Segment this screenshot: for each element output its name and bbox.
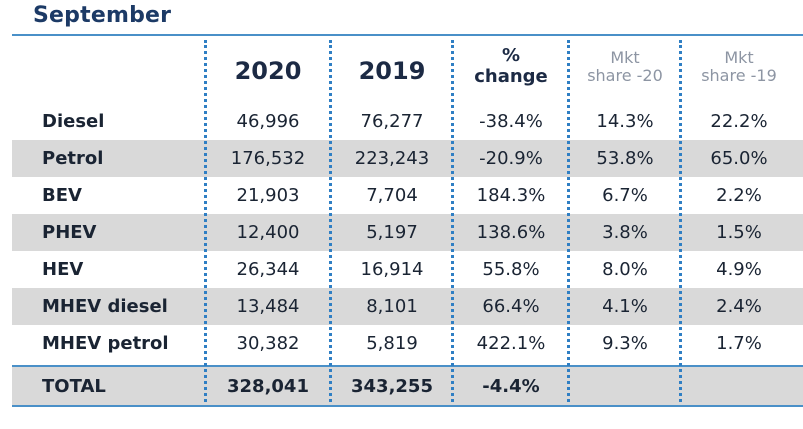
header-mkt-share-19-line1: Mkt xyxy=(724,47,754,67)
cell-mkt-share-20: 14.3% xyxy=(596,111,654,132)
table-title: September xyxy=(33,3,172,28)
header-percent-change-line2: change xyxy=(474,66,548,87)
table-row-mhev-petrol: MHEV petrol 30,382 5,819 422.1% 9.3% 1.7… xyxy=(12,325,803,362)
table-header: 2020 2019 % change Mkt share -20 Mkt sha… xyxy=(12,36,803,98)
cell-2020: 46,996 xyxy=(236,111,300,132)
column-divider xyxy=(567,40,570,402)
row-label: BEV xyxy=(42,185,82,206)
header-2020: 2020 xyxy=(234,57,302,86)
header-mkt-share-19-line2: share -19 xyxy=(701,66,777,85)
cell-change: 184.3% xyxy=(476,185,546,206)
cell-total-change: -4.4% xyxy=(482,375,540,397)
cell-mkt-share-20: 8.0% xyxy=(602,259,648,280)
cell-2019: 5,197 xyxy=(366,222,418,243)
cell-change: 55.8% xyxy=(482,259,540,280)
cell-mkt-share-19: 2.2% xyxy=(716,185,762,206)
cell-mkt-share-19: 22.2% xyxy=(710,111,768,132)
cell-total-2019: 343,255 xyxy=(351,375,433,397)
cell-mkt-share-19: 4.9% xyxy=(716,259,762,280)
table-row-total: TOTAL 328,041 343,255 -4.4% xyxy=(12,365,803,405)
header-2019: 2019 xyxy=(358,57,426,86)
cell-total-mkt-share-20 xyxy=(568,367,682,405)
cell-2019: 16,914 xyxy=(360,259,424,280)
row-label: MHEV diesel xyxy=(42,296,168,317)
cell-mkt-share-20: 3.8% xyxy=(602,222,648,243)
header-percent-change: % change xyxy=(454,36,568,98)
cell-mkt-share-19: 1.5% xyxy=(716,222,762,243)
cell-change: 66.4% xyxy=(482,296,540,317)
cell-change: 138.6% xyxy=(476,222,546,243)
header-mkt-share-20-line2: share -20 xyxy=(587,66,663,85)
cell-2019: 8,101 xyxy=(366,296,418,317)
column-divider xyxy=(679,40,682,402)
cell-2019: 76,277 xyxy=(360,111,424,132)
cell-2020: 13,484 xyxy=(236,296,300,317)
row-label-total: TOTAL xyxy=(42,375,106,397)
cell-mkt-share-20: 6.7% xyxy=(602,185,648,206)
header-mkt-share-20: Mkt share -20 xyxy=(568,36,682,98)
cell-2020: 26,344 xyxy=(236,259,300,280)
cell-2020: 176,532 xyxy=(230,148,306,169)
cell-change: 422.1% xyxy=(476,333,546,354)
cell-total-2020: 328,041 xyxy=(227,375,309,397)
table-row-phev: PHEV 12,400 5,197 138.6% 3.8% 1.5% xyxy=(12,214,803,251)
row-label: PHEV xyxy=(42,222,97,243)
column-divider xyxy=(329,40,332,402)
header-mkt-share-19: Mkt share -19 xyxy=(682,36,796,98)
cell-2020: 12,400 xyxy=(236,222,300,243)
table-row-mhev-diesel: MHEV diesel 13,484 8,101 66.4% 4.1% 2.4% xyxy=(12,288,803,325)
row-label: HEV xyxy=(42,259,84,280)
header-mkt-share-20-line1: Mkt xyxy=(610,47,640,67)
table-row-bev: BEV 21,903 7,704 184.3% 6.7% 2.2% xyxy=(12,177,803,214)
row-label: MHEV petrol xyxy=(42,333,169,354)
cell-mkt-share-19: 2.4% xyxy=(716,296,762,317)
cell-2020: 30,382 xyxy=(236,333,300,354)
cell-2020: 21,903 xyxy=(236,185,300,206)
cell-mkt-share-19: 1.7% xyxy=(716,333,762,354)
table-row-petrol: Petrol 176,532 223,243 -20.9% 53.8% 65.0… xyxy=(12,140,803,177)
header-percent-change-line1: % xyxy=(501,45,521,67)
column-divider xyxy=(451,40,454,402)
row-label: Diesel xyxy=(42,111,105,132)
cell-change: -20.9% xyxy=(479,148,543,169)
cell-mkt-share-20: 53.8% xyxy=(596,148,654,169)
cell-2019: 223,243 xyxy=(354,148,430,169)
cell-mkt-share-19: 65.0% xyxy=(710,148,768,169)
cell-2019: 5,819 xyxy=(366,333,418,354)
table-row-hev: HEV 26,344 16,914 55.8% 8.0% 4.9% xyxy=(12,251,803,288)
cell-mkt-share-20: 9.3% xyxy=(602,333,648,354)
cell-total-mkt-share-19 xyxy=(682,367,796,405)
cell-mkt-share-20: 4.1% xyxy=(602,296,648,317)
row-label: Petrol xyxy=(42,148,104,169)
cell-change: -38.4% xyxy=(479,111,543,132)
cell-2019: 7,704 xyxy=(366,185,418,206)
table-row-diesel: Diesel 46,996 76,277 -38.4% 14.3% 22.2% xyxy=(12,103,803,140)
sales-table: 2020 2019 % change Mkt share -20 Mkt sha… xyxy=(12,34,803,407)
column-divider xyxy=(204,40,207,402)
